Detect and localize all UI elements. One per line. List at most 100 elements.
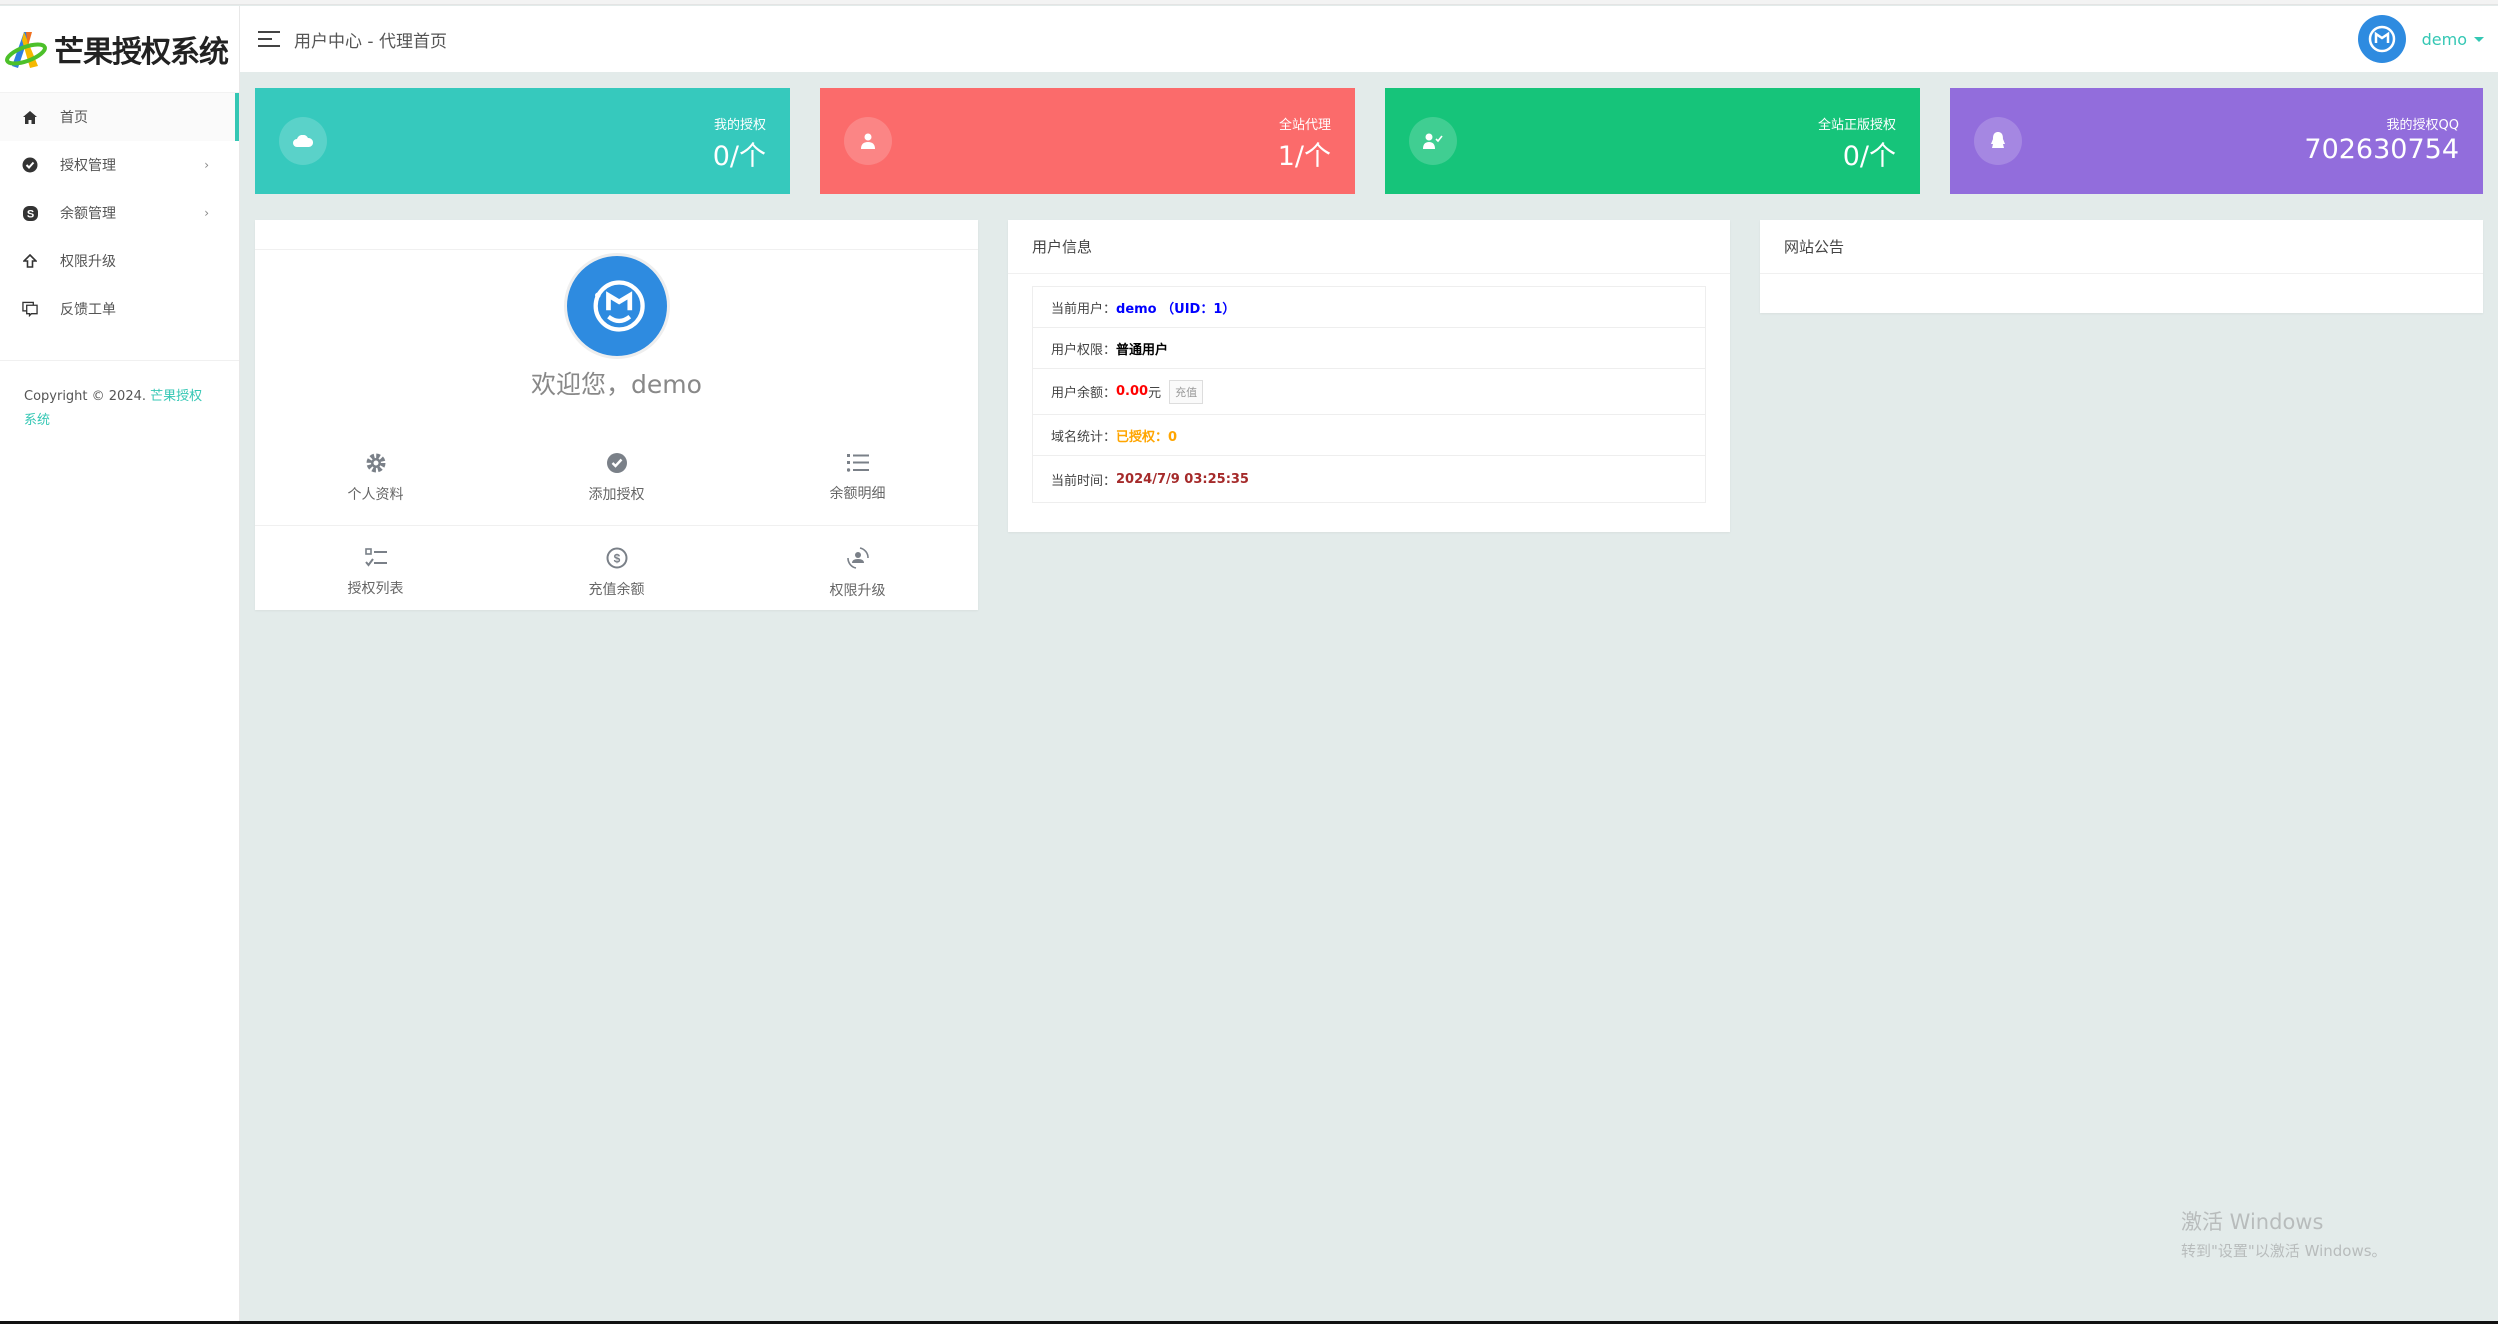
action-upgrade[interactable]: 权限升级 xyxy=(737,526,978,620)
badge-check-icon xyxy=(606,453,627,473)
copyright: Copyright © 2024. 芒果授权系统 xyxy=(0,361,239,457)
user-icon xyxy=(844,117,892,165)
table-row: 用户余额： 0.00 元充值 xyxy=(1033,369,1705,415)
logo[interactable]: 芒果授权系统 xyxy=(0,6,239,92)
skype-icon: S xyxy=(22,205,38,221)
svg-text:$: $ xyxy=(613,552,620,566)
cloud-icon xyxy=(279,117,327,165)
sidebar-item-home[interactable]: 首页 xyxy=(0,93,239,141)
stat-label: 我的授权 xyxy=(713,118,766,133)
panel-title: 网站公告 xyxy=(1760,220,2483,274)
breadcrumb: 用户中心 - 代理首页 xyxy=(294,31,447,52)
chevron-right-icon: › xyxy=(204,158,209,172)
window-bottom-border xyxy=(0,1321,2498,1324)
action-label: 余额明细 xyxy=(829,486,886,502)
mango-logo-icon xyxy=(5,32,47,68)
stat-card-site-licenses: 全站正版授权 0/个 xyxy=(1385,88,1920,194)
action-label: 充值余额 xyxy=(588,582,645,598)
current-time-value: 2024/7/9 03:25:35 xyxy=(1116,471,1249,487)
user-info-table: 当前用户： demo （UID：1） 用户权限： 普通用户 用户余额： 0.00 元充… xyxy=(1032,286,1706,503)
balance-unit: 元 xyxy=(1148,386,1162,401)
stat-value: 0/个 xyxy=(1842,141,1896,172)
badge-check-icon xyxy=(22,157,38,173)
welcome-text: 欢迎您，demo xyxy=(531,370,702,399)
sidebar-item-feedback-ticket[interactable]: 反馈工单 xyxy=(0,285,239,333)
current-user-value: demo （UID：1） xyxy=(1116,301,1236,317)
balance-value: 0.00 xyxy=(1116,384,1149,399)
checklist-icon xyxy=(364,548,387,567)
sidebar-item-permission-upgrade[interactable]: 权限升级 xyxy=(0,237,239,285)
row-label: 域名统计： xyxy=(1051,429,1117,445)
chevron-right-icon: › xyxy=(204,206,209,220)
action-label: 个人资料 xyxy=(347,487,404,503)
notice-panel: 网站公告 xyxy=(1760,220,2483,313)
stat-card-license-qq: 我的授权QQ 702630754 xyxy=(1950,88,2483,194)
panel-title: 用户信息 xyxy=(1008,220,1730,274)
sidebar-item-label: 首页 xyxy=(60,110,88,126)
arrow-up-icon xyxy=(22,253,38,269)
user-info-panel: 用户信息 当前用户： demo （UID：1） 用户权限： 普通用户 用户余额： 0.… xyxy=(1008,220,1730,532)
action-label: 添加授权 xyxy=(588,487,645,503)
sidebar-item-license-management[interactable]: 授权管理 › xyxy=(0,141,239,189)
quick-actions-row-2: 授权列表 $ 充值余额 权限升级 xyxy=(255,526,978,620)
stat-value: 702630754 xyxy=(2304,134,2459,165)
sidebar-item-balance-management[interactable]: S 余额管理 › xyxy=(0,189,239,237)
stat-value: 0/个 xyxy=(712,141,766,172)
copyright-text: Copyright © 2024. xyxy=(24,389,147,404)
stat-label: 我的授权QQ xyxy=(2386,118,2459,133)
user-sync-icon xyxy=(846,547,869,569)
avatar xyxy=(2357,15,2406,63)
user-menu[interactable]: demo xyxy=(2357,15,2484,63)
windows-activation-watermark: 激活 Windows 转到"设置"以激活 Windows。 xyxy=(2181,1206,2387,1261)
stat-value: 1/个 xyxy=(1277,141,1331,172)
top-header: 用户中心 - 代理首页 demo xyxy=(240,6,2498,72)
sidebar-item-label: 权限升级 xyxy=(60,254,116,270)
stat-card-my-licenses: 我的授权 0/个 xyxy=(255,88,790,194)
domain-count-value: 已授权：0 xyxy=(1116,429,1178,445)
sidebar-item-label: 反馈工单 xyxy=(60,302,116,318)
sidebar-divider xyxy=(0,360,239,361)
sidebar-menu: 首页 授权管理 › S 余额管理 › 权限升级 反馈工单 xyxy=(0,92,239,333)
action-label: 权限升级 xyxy=(829,583,886,599)
home-icon xyxy=(22,109,38,125)
recharge-button[interactable]: 充值 xyxy=(1169,379,1204,404)
caret-down-icon xyxy=(2474,36,2484,42)
menu-toggle-icon[interactable] xyxy=(258,31,280,47)
svg-text:S: S xyxy=(26,208,33,220)
role-value: 普通用户 xyxy=(1116,342,1169,358)
stat-card-site-agents: 全站代理 1/个 xyxy=(820,88,1355,194)
username: demo xyxy=(2421,29,2467,49)
quick-actions-row-1: 个人资料 添加授权 余额明细 xyxy=(255,431,978,526)
watermark-title: 激活 Windows xyxy=(2181,1210,2324,1234)
row-label: 当前时间： xyxy=(1051,473,1117,489)
dollar-circle-icon: $ xyxy=(606,547,627,569)
watermark-subtitle: 转到"设置"以激活 Windows。 xyxy=(2181,1242,2387,1260)
row-label: 用户权限： xyxy=(1051,342,1117,358)
sidebar-item-label: 余额管理 xyxy=(60,206,116,222)
table-row: 用户权限： 普通用户 xyxy=(1033,328,1705,369)
row-label: 用户余额： xyxy=(1051,386,1117,401)
table-row: 当前用户： demo （UID：1） xyxy=(1033,287,1705,328)
gear-icon xyxy=(366,453,385,473)
stat-label: 全站正版授权 xyxy=(1817,118,1896,133)
action-label: 授权列表 xyxy=(347,581,404,597)
list-icon xyxy=(846,454,869,472)
table-row: 当前时间： 2024/7/9 03:25:35 xyxy=(1033,456,1705,502)
sidebar: 芒果授权系统 首页 授权管理 › S 余额管理 › 权限升级 反馈工单 Copyrig… xyxy=(0,6,240,1321)
user-check-icon xyxy=(1409,117,1457,165)
qq-icon xyxy=(1974,117,2022,165)
profile-avatar xyxy=(563,253,670,359)
comments-icon xyxy=(22,301,38,317)
action-recharge[interactable]: $ 充值余额 xyxy=(496,526,737,620)
action-license-list[interactable]: 授权列表 xyxy=(255,526,496,620)
sidebar-item-label: 授权管理 xyxy=(60,158,116,174)
profile-panel: 欢迎您，demo 个人资料 添加授权 余额明细 授权列表 $ 充值余额 权限升级 xyxy=(255,220,978,610)
copyright-link[interactable]: 芒果授权系统 xyxy=(24,389,203,428)
action-profile[interactable]: 个人资料 xyxy=(255,431,496,525)
window-top-border xyxy=(0,0,2498,5)
stat-label: 全站代理 xyxy=(1278,118,1331,133)
action-balance-details[interactable]: 余额明细 xyxy=(737,431,978,525)
app-title: 芒果授权系统 xyxy=(54,35,229,70)
table-row: 域名统计： 已授权：0 xyxy=(1033,415,1705,456)
action-add-license[interactable]: 添加授权 xyxy=(496,431,737,525)
